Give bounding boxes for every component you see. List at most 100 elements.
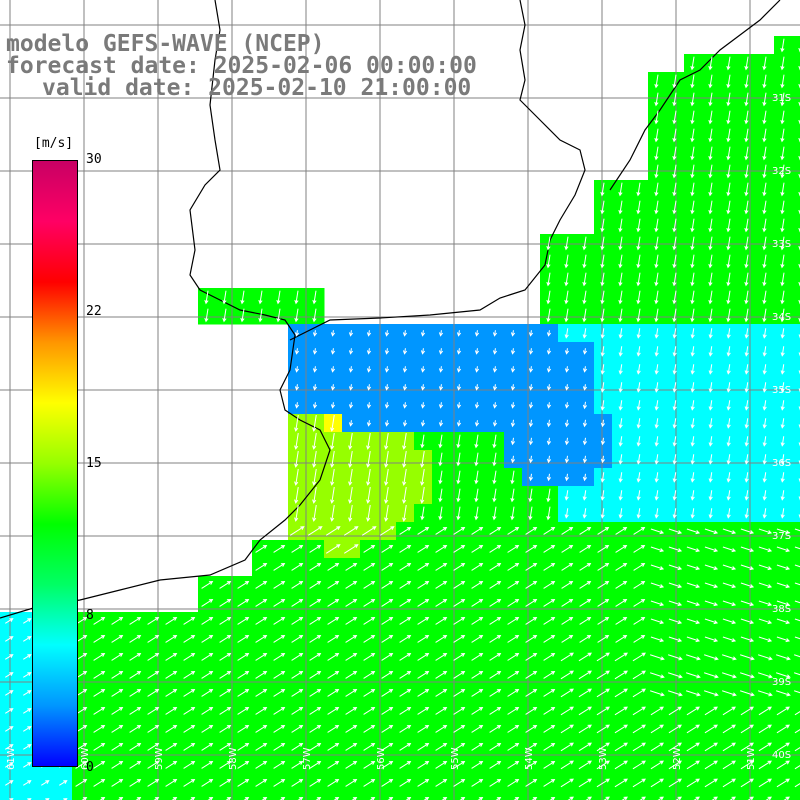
wind-arrow	[453, 581, 466, 589]
wind-arrow	[75, 761, 88, 769]
wind-cell	[90, 792, 109, 800]
wind-arrow	[435, 653, 448, 661]
wind-arrow	[668, 528, 683, 535]
wind-arrow	[348, 433, 353, 450]
wind-arrow	[219, 743, 232, 751]
wind-arrow	[667, 654, 683, 661]
wind-arrow	[632, 760, 646, 770]
wind-arrow	[219, 635, 232, 643]
wind-arrow	[636, 308, 641, 323]
wind-arrow	[5, 672, 14, 678]
wind-arrow	[237, 779, 250, 787]
wind-arrow	[399, 563, 412, 571]
wind-arrow	[435, 527, 448, 535]
wind-arrow	[578, 742, 592, 752]
wind-arrow	[600, 290, 605, 305]
wind-arrow	[129, 635, 142, 643]
wind-arrow	[567, 796, 574, 800]
wind-arrow	[294, 487, 299, 504]
wind-arrow	[402, 420, 408, 427]
wind-arrow	[5, 654, 14, 660]
wind-arrow	[363, 689, 376, 697]
wind-arrow	[762, 472, 767, 483]
wind-arrow	[614, 688, 628, 698]
wind-arrow	[654, 146, 659, 161]
wind-arrow	[708, 218, 713, 233]
wind-arrow	[650, 742, 664, 752]
wind-arrow	[507, 635, 520, 643]
wind-cell	[792, 126, 800, 145]
wind-arrow	[615, 545, 628, 553]
wind-arrow	[129, 689, 142, 697]
wind-arrow	[420, 384, 426, 391]
wind-arrow	[528, 455, 534, 464]
wind-arrow	[560, 778, 574, 788]
wind-arrow	[381, 743, 394, 751]
wind-arrow	[726, 200, 731, 215]
lon-tick-label: 54W	[524, 747, 535, 770]
wind-arrow	[327, 725, 340, 733]
wind-arrow	[366, 433, 371, 450]
wind-arrow	[650, 760, 664, 770]
wind-arrow	[489, 671, 502, 679]
wind-arrow	[579, 599, 592, 607]
wind-arrow	[330, 469, 335, 486]
wind-cell	[792, 558, 800, 577]
wind-arrow	[384, 366, 390, 373]
wind-arrow	[708, 490, 713, 501]
wind-arrow	[307, 526, 323, 536]
wind-arrow	[201, 635, 214, 643]
wind-arrow	[312, 384, 318, 391]
wind-arrow	[525, 545, 538, 553]
wind-arrow	[744, 328, 749, 339]
wind-arrow	[582, 437, 588, 446]
wind-arrow	[780, 56, 785, 71]
wind-cell	[594, 792, 613, 800]
wind-cell	[792, 342, 800, 361]
wind-arrow	[758, 528, 773, 535]
wind-arrow	[654, 308, 659, 323]
wind-arrow	[672, 400, 677, 411]
wind-arrow	[726, 436, 731, 447]
wind-arrow	[255, 707, 268, 715]
wind-arrow	[201, 581, 214, 589]
wind-arrow	[615, 599, 628, 607]
wind-arrow	[776, 564, 791, 571]
wind-arrow	[546, 348, 552, 355]
wind-arrow	[417, 563, 430, 571]
wind-arrow	[330, 433, 335, 450]
wind-arrow	[345, 707, 358, 715]
wind-arrow	[618, 182, 623, 197]
wind-arrow	[708, 436, 713, 447]
lat-tick-label: 34S	[772, 312, 791, 323]
wind-arrow	[686, 706, 700, 716]
wind-arrow	[654, 472, 659, 483]
wind-arrow	[564, 328, 569, 339]
wind-arrow	[690, 218, 695, 233]
wind-arrow	[309, 761, 322, 769]
wind-arrow	[543, 527, 556, 535]
wind-cell	[792, 54, 800, 73]
wind-arrow	[578, 652, 592, 662]
wind-arrow	[41, 780, 50, 786]
wind-arrow	[582, 272, 587, 287]
wind-arrow	[348, 487, 353, 504]
wind-arrow	[579, 545, 592, 553]
wind-arrow	[564, 236, 569, 251]
wind-arrow	[453, 707, 466, 715]
wind-arrow	[690, 490, 695, 501]
wind-arrow	[582, 490, 587, 501]
wind-arrow	[564, 308, 569, 323]
wind-arrow	[690, 382, 695, 393]
wind-arrow	[273, 671, 286, 679]
wind-arrow	[546, 254, 551, 269]
wind-arrow	[183, 725, 196, 733]
wind-arrow	[291, 779, 304, 787]
wind-arrow	[399, 689, 412, 697]
wind-arrow	[255, 635, 268, 643]
wind-arrow	[492, 506, 497, 521]
wind-arrow	[147, 743, 160, 751]
wind-arrow	[384, 402, 390, 409]
wind-cell	[126, 792, 145, 800]
wind-arrow	[762, 128, 767, 143]
